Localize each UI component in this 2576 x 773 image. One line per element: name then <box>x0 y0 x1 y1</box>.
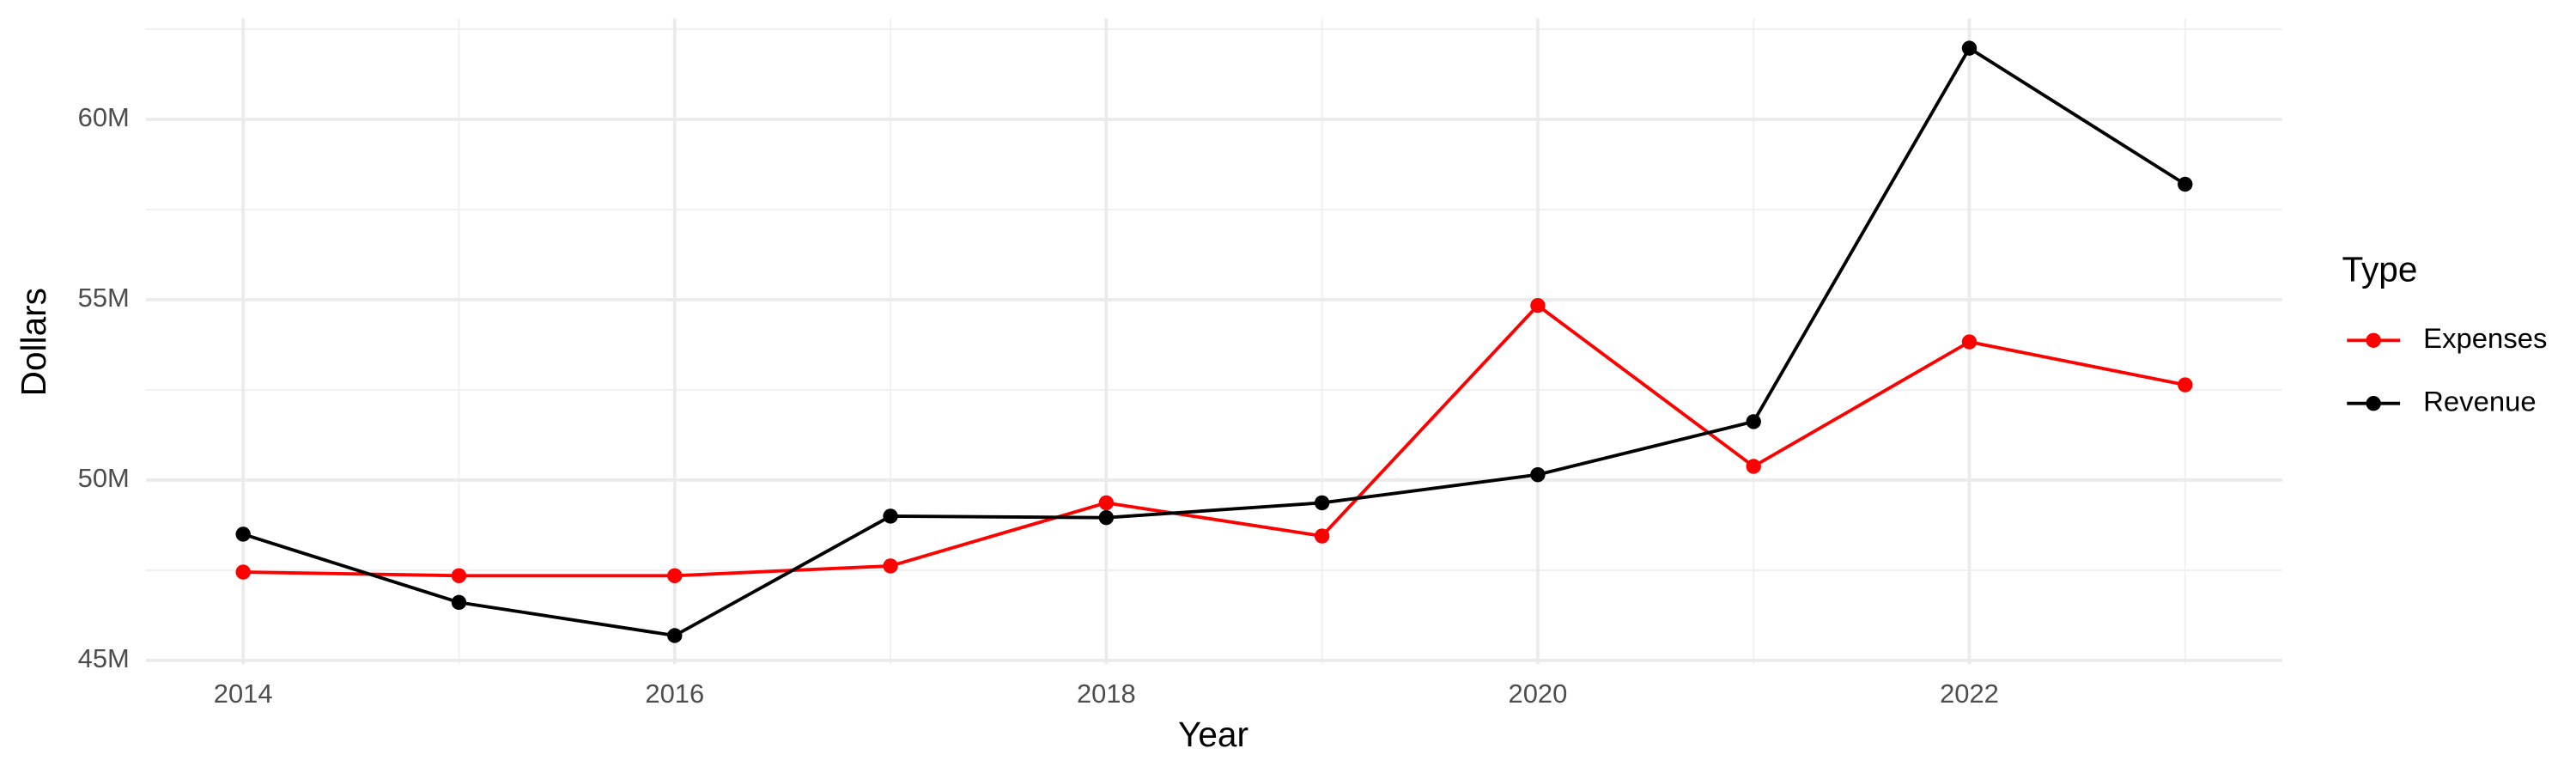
data-point <box>1746 414 1761 429</box>
data-point <box>1098 495 1115 511</box>
data-point <box>1314 528 1330 544</box>
legend-title: Type <box>2342 250 2417 289</box>
legend-key-point <box>2366 332 2381 348</box>
data-point <box>1961 334 1978 350</box>
data-point <box>2178 176 2193 192</box>
grid <box>146 18 2282 665</box>
data-point <box>2178 377 2193 393</box>
y-tick-label: 60M <box>78 102 130 132</box>
x-tick-label: 2018 <box>1077 679 1136 709</box>
data-point <box>667 628 683 643</box>
data-point <box>1961 40 1978 56</box>
x-tick-label: 2020 <box>1509 679 1568 709</box>
x-tick-label: 2022 <box>1940 679 1999 709</box>
y-tick-label: 45M <box>78 643 130 673</box>
legend-text: Revenue <box>2423 385 2537 417</box>
x-tick-label: 2014 <box>214 679 273 709</box>
data-point <box>1530 297 1546 313</box>
y-tick-label: 50M <box>78 463 130 493</box>
legend-key-point <box>2366 396 2381 411</box>
data-point <box>235 564 251 580</box>
x-tick-label: 2016 <box>645 679 704 709</box>
data-point <box>235 526 251 542</box>
data-point <box>451 568 467 583</box>
data-point <box>883 558 898 574</box>
series-line <box>242 46 2186 638</box>
y-tick-label: 55M <box>78 283 130 313</box>
y-axis-title: Dollars <box>14 288 53 396</box>
data-point <box>883 508 898 524</box>
series-line <box>243 303 2186 578</box>
legend-text: Expenses <box>2423 322 2547 354</box>
data-point <box>1746 459 1761 474</box>
data-point <box>1530 466 1546 483</box>
data-point <box>451 594 467 611</box>
x-axis-title: Year <box>1178 715 1249 754</box>
data-point <box>1314 495 1330 511</box>
data-point <box>667 568 683 583</box>
data-point <box>1098 509 1115 526</box>
